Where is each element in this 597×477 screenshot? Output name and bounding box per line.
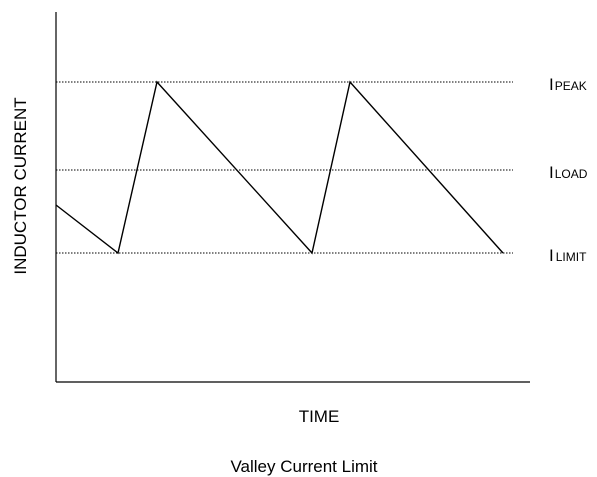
load-level-label: ILOAD (549, 163, 588, 182)
x-axis-label: TIME (299, 407, 340, 426)
load-label-sub: LOAD (555, 167, 588, 181)
limit-level-label: I LIMIT (549, 246, 587, 265)
inductor-current-waveform (56, 82, 503, 253)
y-axis-label: INDUCTOR CURRENT (11, 97, 30, 274)
diagram-caption: Valley Current Limit (230, 457, 377, 476)
peak-level-label: IPEAK (549, 75, 587, 94)
limit-label-sub: LIMIT (556, 250, 587, 264)
peak-label-main: I (549, 75, 554, 94)
limit-label-main: I (549, 246, 554, 265)
peak-label-sub: PEAK (555, 79, 587, 93)
load-label-main: I (549, 163, 554, 182)
